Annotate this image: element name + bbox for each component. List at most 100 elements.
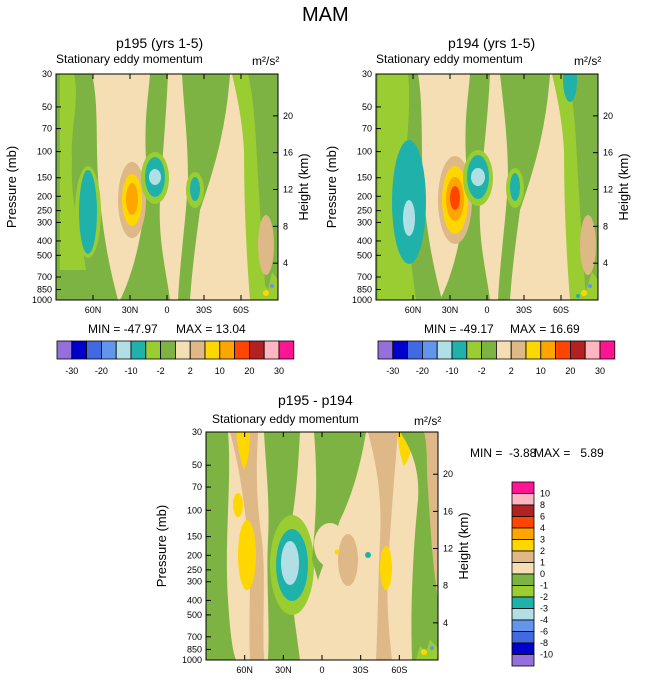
- colorbar3-swatch: [511, 550, 535, 563]
- panel1-ylabel-right: Height (km): [296, 153, 311, 220]
- colorbar2-label: -20: [416, 366, 429, 376]
- colorbar2-swatch: [451, 340, 468, 360]
- panel1-lat-tick-label: 60N: [85, 305, 102, 315]
- colorbar1-swatch: [145, 340, 162, 360]
- colorbar1-label: 2: [188, 366, 193, 376]
- panel2-height-tick-label: 4: [603, 258, 608, 268]
- panel1-pressure-tick-label: 50: [42, 102, 52, 112]
- colorbar3-swatch: [511, 608, 535, 621]
- panel3-pressure-tick-label: 500: [187, 610, 202, 620]
- panel2-title: p194 (yrs 1-5): [448, 35, 536, 51]
- panel3-ylabel: Pressure (mb): [154, 505, 169, 587]
- colorbar2-swatch: [392, 340, 408, 360]
- colorbar3-label: -3: [540, 604, 548, 614]
- colorbar2-swatch: [421, 340, 438, 360]
- panel3-field: [206, 432, 438, 660]
- panel3-pressure-tick-label: 200: [187, 550, 202, 560]
- colorbar1-swatch: [219, 340, 236, 360]
- panel2-lat-tick-label: 0: [484, 305, 489, 315]
- panel2-lat-tick-label: 30N: [442, 305, 459, 315]
- panel1-pressure-tick-label: 150: [37, 173, 52, 183]
- panel1-subtitle: Stationary eddy momentum: [56, 52, 203, 66]
- panel2-field: [376, 74, 598, 300]
- colorbar1-label: 10: [215, 366, 225, 376]
- panel1-pressure-tick-label: 850: [37, 285, 52, 295]
- panel3-lat-tick-label: 0: [319, 665, 324, 675]
- panel2-pressure-tick-label: 300: [357, 217, 372, 227]
- colorbar3-swatch: [511, 562, 535, 575]
- panel1-height-tick-label: 4: [283, 258, 288, 268]
- colorbar3-label: -1: [540, 581, 548, 591]
- colorbar3-swatch: [511, 631, 535, 644]
- colorbar2-swatch: [377, 340, 394, 360]
- panel1-lat-tick-label: 60S: [233, 305, 249, 315]
- colorbar1-swatch: [115, 340, 132, 360]
- panel3-lat-tick-label: 30S: [353, 665, 369, 675]
- panel2-pressure-tick-label: 30: [362, 69, 372, 79]
- panel2-subtitle: Stationary eddy momentum: [376, 52, 523, 66]
- panel2-pressure-tick-label: 1000: [352, 295, 372, 305]
- panel1-height-tick-label: 12: [283, 185, 293, 195]
- colorbar3-label: 1: [540, 558, 545, 568]
- colorbar2-swatch: [525, 340, 542, 360]
- panel1-pressure-tick-label: 250: [37, 206, 52, 216]
- colorbar2-swatch: [540, 340, 556, 360]
- panel3-min-label: MIN = -3.88: [470, 446, 537, 460]
- panel2-lat-tick-label: 60N: [405, 305, 422, 315]
- panel3-pressure-tick-label: 70: [192, 482, 202, 492]
- panel1-field: [56, 74, 278, 300]
- colorbar3-label: -4: [540, 615, 548, 625]
- panel2-pressure-tick-label: 100: [357, 147, 372, 157]
- panel3-pressure-tick-label: 300: [187, 577, 202, 587]
- colorbar3-swatch: [511, 493, 535, 506]
- colorbar2-swatch: [510, 340, 527, 360]
- panel2-pressure-tick-label: 250: [357, 206, 372, 216]
- panel3-pressure-tick-label: 250: [187, 565, 202, 575]
- colorbar3-label: 10: [540, 489, 550, 499]
- panel1-height-tick-label: 16: [283, 148, 293, 158]
- colorbar3-swatch: [511, 619, 535, 632]
- colorbar3-label: -8: [540, 638, 548, 648]
- colorbar3-label: -10: [540, 650, 553, 660]
- colorbar1-swatch: [248, 340, 265, 360]
- panel1-pressure-tick-label: 300: [37, 217, 52, 227]
- panel1-title: p195 (yrs 1-5): [116, 35, 204, 51]
- panel1-max-label: MAX = 13.04: [176, 322, 246, 336]
- panel3-height-tick-label: 20: [443, 469, 453, 479]
- colorbar3-label: -2: [540, 592, 548, 602]
- colorbar1-label: -2: [157, 366, 165, 376]
- panel3-max-label: MAX = 5.89: [534, 446, 604, 460]
- panel3-pressure-tick-label: 850: [187, 644, 202, 654]
- panel2-ylabel: Pressure (mb): [324, 146, 339, 228]
- panel1-lat-tick-label: 0: [164, 305, 169, 315]
- colorbar3-label: 3: [540, 535, 545, 545]
- panel3-pressure-tick-label: 150: [187, 532, 202, 542]
- colorbar2-swatch: [495, 340, 512, 360]
- panel3-height-tick-label: 12: [443, 544, 453, 554]
- panel1-pressure-tick-label: 400: [37, 236, 52, 246]
- colorbar2-label: 2: [509, 366, 514, 376]
- panel3-title: p195 - p194: [278, 392, 353, 408]
- colorbar1-label: -10: [124, 366, 137, 376]
- colorbar1-swatch: [130, 340, 147, 360]
- colorbar3-swatch: [511, 585, 535, 598]
- panel3-pressure-tick-label: 400: [187, 595, 202, 605]
- colorbar3-swatch: [511, 654, 535, 667]
- panel1-pressure-tick-label: 500: [37, 250, 52, 260]
- panel1-height-tick-label: 20: [283, 111, 293, 121]
- panel1-units: m²/s²: [252, 54, 280, 68]
- colorbar2-label: -2: [478, 366, 486, 376]
- panel2-height-tick-label: 12: [603, 185, 613, 195]
- panel1-min-label: MIN = -47.97: [88, 322, 158, 336]
- colorbar1-label: 20: [244, 366, 254, 376]
- colorbar2-swatch: [555, 340, 571, 360]
- colorbar1-label: -20: [95, 366, 108, 376]
- panel3-lat-tick-label: 30N: [275, 665, 292, 675]
- panel2-pressure-tick-label: 50: [362, 102, 372, 112]
- colorbar1-label: 30: [274, 366, 284, 376]
- colorbar2-label: -10: [445, 366, 458, 376]
- panel2-lat-tick-label: 30S: [516, 305, 532, 315]
- colorbar1-swatch: [263, 340, 280, 360]
- panel2-pressure-tick-label: 700: [357, 272, 372, 282]
- panel3-lat-tick-label: 60S: [391, 665, 407, 675]
